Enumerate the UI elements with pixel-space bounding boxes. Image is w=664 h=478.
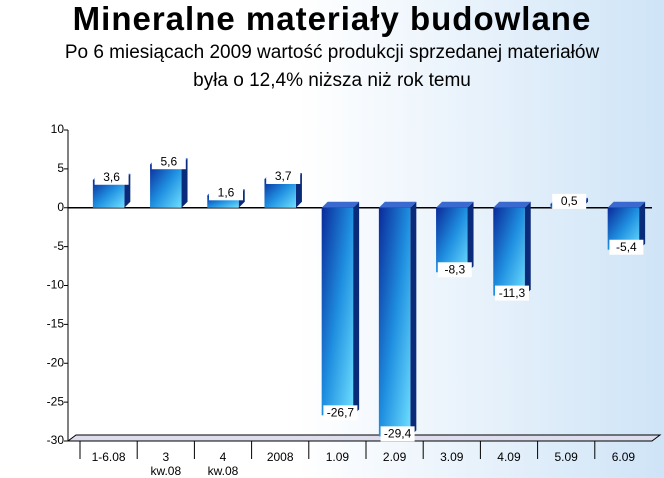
value-label-box — [609, 239, 644, 255]
value-label-box — [151, 154, 186, 170]
bar-side — [639, 201, 646, 250]
bar-side — [181, 158, 188, 208]
x-tick-label: 2008 — [266, 450, 294, 464]
value-label-box — [266, 168, 301, 184]
y-tick-label: -5 — [53, 239, 64, 253]
value-label-box — [380, 426, 415, 442]
value-label: 1,6 — [218, 185, 235, 199]
bar-top — [436, 201, 474, 208]
chart-subtitle: była o 12,4% niższa niż rok temu — [193, 70, 471, 91]
y-tick-label: 10 — [51, 122, 65, 136]
chart-subtitle: Po 6 miesiącach 2009 wartość produkcji s… — [64, 42, 600, 63]
x-tick-label: 4.09 — [497, 450, 521, 464]
x-tick-label: 3.09 — [440, 450, 464, 464]
y-tick-label: 0 — [57, 200, 64, 214]
bar — [378, 207, 411, 437]
value-label-box — [495, 285, 529, 301]
value-label: -8,3 — [444, 262, 465, 276]
bar — [321, 207, 354, 416]
x-tick-label: 1.09 — [325, 450, 350, 464]
y-tick-label: -10 — [47, 278, 65, 292]
value-label: 3,6 — [103, 170, 120, 184]
bar-top — [493, 201, 531, 208]
bar-side — [410, 201, 417, 437]
value-label-box — [94, 169, 129, 185]
bar — [150, 164, 182, 208]
value-label: 0,5 — [561, 194, 578, 208]
x-tick-label: 5.09 — [554, 450, 578, 464]
value-label-box — [552, 193, 587, 209]
bar-top — [321, 201, 360, 208]
x-tick-label: 2.09 — [382, 450, 407, 464]
value-label-box — [437, 262, 472, 278]
bar — [493, 207, 525, 296]
bar-side — [524, 201, 531, 296]
x-tick-label: 4 kw.08 — [207, 450, 239, 478]
value-label-box — [209, 185, 243, 201]
bar-side — [467, 201, 474, 273]
value-label: -5,4 — [616, 240, 637, 254]
y-tick-label: -15 — [47, 317, 65, 331]
value-label: -29,4 — [384, 427, 412, 441]
y-tick-label: -20 — [47, 355, 65, 369]
bar-side — [353, 201, 360, 416]
value-label-box — [323, 405, 358, 421]
value-label: -26,7 — [327, 406, 355, 420]
y-tick-label: -30 — [47, 433, 65, 447]
bar-top — [378, 201, 417, 208]
x-tick-label: 6.09 — [611, 450, 636, 464]
x-tick-label: 3 kw.08 — [150, 450, 182, 478]
bar-top — [607, 201, 646, 208]
value-label: 5,6 — [160, 154, 177, 168]
value-label: -11,3 — [499, 286, 526, 300]
y-tick-label: 5 — [57, 161, 64, 175]
y-tick-label: -25 — [47, 394, 65, 408]
x-tick-label: 1-6.08 — [91, 450, 126, 464]
bar — [436, 207, 468, 273]
chart-title: Mineralne materiały budowlane — [72, 0, 592, 37]
value-label: 3,7 — [275, 169, 292, 183]
x-axis-floor — [66, 434, 662, 442]
